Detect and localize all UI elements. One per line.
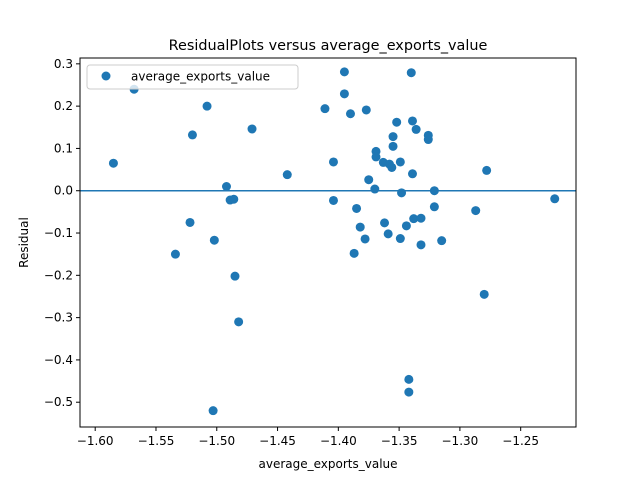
y-tick-label: 0.0 xyxy=(54,184,73,198)
data-point xyxy=(352,203,362,213)
data-point xyxy=(360,234,370,244)
y-tick-label: −0.5 xyxy=(44,395,73,409)
data-point xyxy=(406,68,416,78)
y-tick-label: 0.2 xyxy=(54,99,73,113)
data-point xyxy=(407,169,417,179)
data-point xyxy=(411,124,421,134)
data-point xyxy=(388,132,398,142)
data-point xyxy=(437,236,447,246)
x-tick-label: −1.35 xyxy=(381,434,418,448)
data-point xyxy=(187,130,197,140)
y-axis-label: Residual xyxy=(17,217,31,268)
data-point xyxy=(355,222,365,232)
x-tick-label: −1.60 xyxy=(77,434,114,448)
y-tick-label: −0.3 xyxy=(44,311,73,325)
y-tick-label: −0.2 xyxy=(44,268,73,282)
data-point xyxy=(397,188,407,198)
data-point xyxy=(388,141,398,151)
x-tick-label: −1.25 xyxy=(502,434,539,448)
data-point xyxy=(550,194,560,204)
data-point xyxy=(482,165,492,175)
data-point xyxy=(282,170,292,180)
data-point xyxy=(349,248,359,258)
x-tick-label: −1.40 xyxy=(320,434,357,448)
data-point xyxy=(229,194,239,204)
data-point xyxy=(479,289,489,299)
data-point xyxy=(416,240,426,250)
data-point xyxy=(170,249,180,259)
data-point xyxy=(416,213,426,223)
data-point xyxy=(471,206,481,216)
data-point xyxy=(328,195,338,205)
data-point xyxy=(404,387,414,397)
data-point xyxy=(328,157,338,167)
data-point xyxy=(370,184,380,194)
y-tick-label: 0.1 xyxy=(54,141,73,155)
data-point xyxy=(345,109,355,119)
data-point xyxy=(320,104,330,114)
data-point xyxy=(429,202,439,212)
x-tick-label: −1.55 xyxy=(138,434,175,448)
data-point xyxy=(383,229,393,239)
data-point xyxy=(395,157,405,167)
data-point xyxy=(387,162,397,172)
data-point xyxy=(409,214,419,224)
data-point xyxy=(380,218,390,228)
x-tick-label: −1.30 xyxy=(442,434,479,448)
data-points xyxy=(108,67,560,416)
data-point xyxy=(371,152,381,162)
legend-box xyxy=(86,64,299,90)
y-tick-label: −0.1 xyxy=(44,226,73,240)
chart-title: ResidualPlots versus average_exports_val… xyxy=(169,38,488,54)
data-point xyxy=(221,181,231,191)
legend-label: average_exports_value xyxy=(131,70,270,84)
data-point xyxy=(208,406,218,416)
data-point xyxy=(392,117,402,127)
y-tick-label: 0.3 xyxy=(54,57,73,71)
data-point xyxy=(429,186,439,196)
data-point xyxy=(108,158,118,168)
data-point xyxy=(361,105,371,115)
legend-marker xyxy=(101,71,111,81)
plot-frame xyxy=(79,57,577,428)
x-tick-label: −1.50 xyxy=(198,434,235,448)
data-point xyxy=(209,235,219,245)
legend: average_exports_value xyxy=(86,64,299,90)
data-point xyxy=(364,175,374,185)
y-axis-ticks: −0.5 −0.4 −0.3 −0.2 −0.1 0.0 0.1 0.2 0.3 xyxy=(44,57,80,409)
data-point xyxy=(401,221,411,231)
data-point xyxy=(185,217,195,227)
data-point xyxy=(395,234,405,244)
x-axis-label: average_exports_value xyxy=(258,457,397,471)
data-point xyxy=(404,374,414,384)
data-point xyxy=(339,89,349,99)
data-point xyxy=(423,135,433,145)
data-point xyxy=(339,67,349,77)
y-tick-label: −0.4 xyxy=(44,353,73,367)
data-point xyxy=(234,317,244,327)
data-point xyxy=(230,271,240,281)
data-point xyxy=(407,116,417,126)
x-axis-ticks: −1.60 −1.55 −1.50 −1.45 −1.40 −1.35 −1.30 −1.25 xyxy=(77,427,539,448)
x-tick-label: −1.45 xyxy=(259,434,296,448)
data-point xyxy=(202,101,212,111)
data-point xyxy=(247,124,257,134)
